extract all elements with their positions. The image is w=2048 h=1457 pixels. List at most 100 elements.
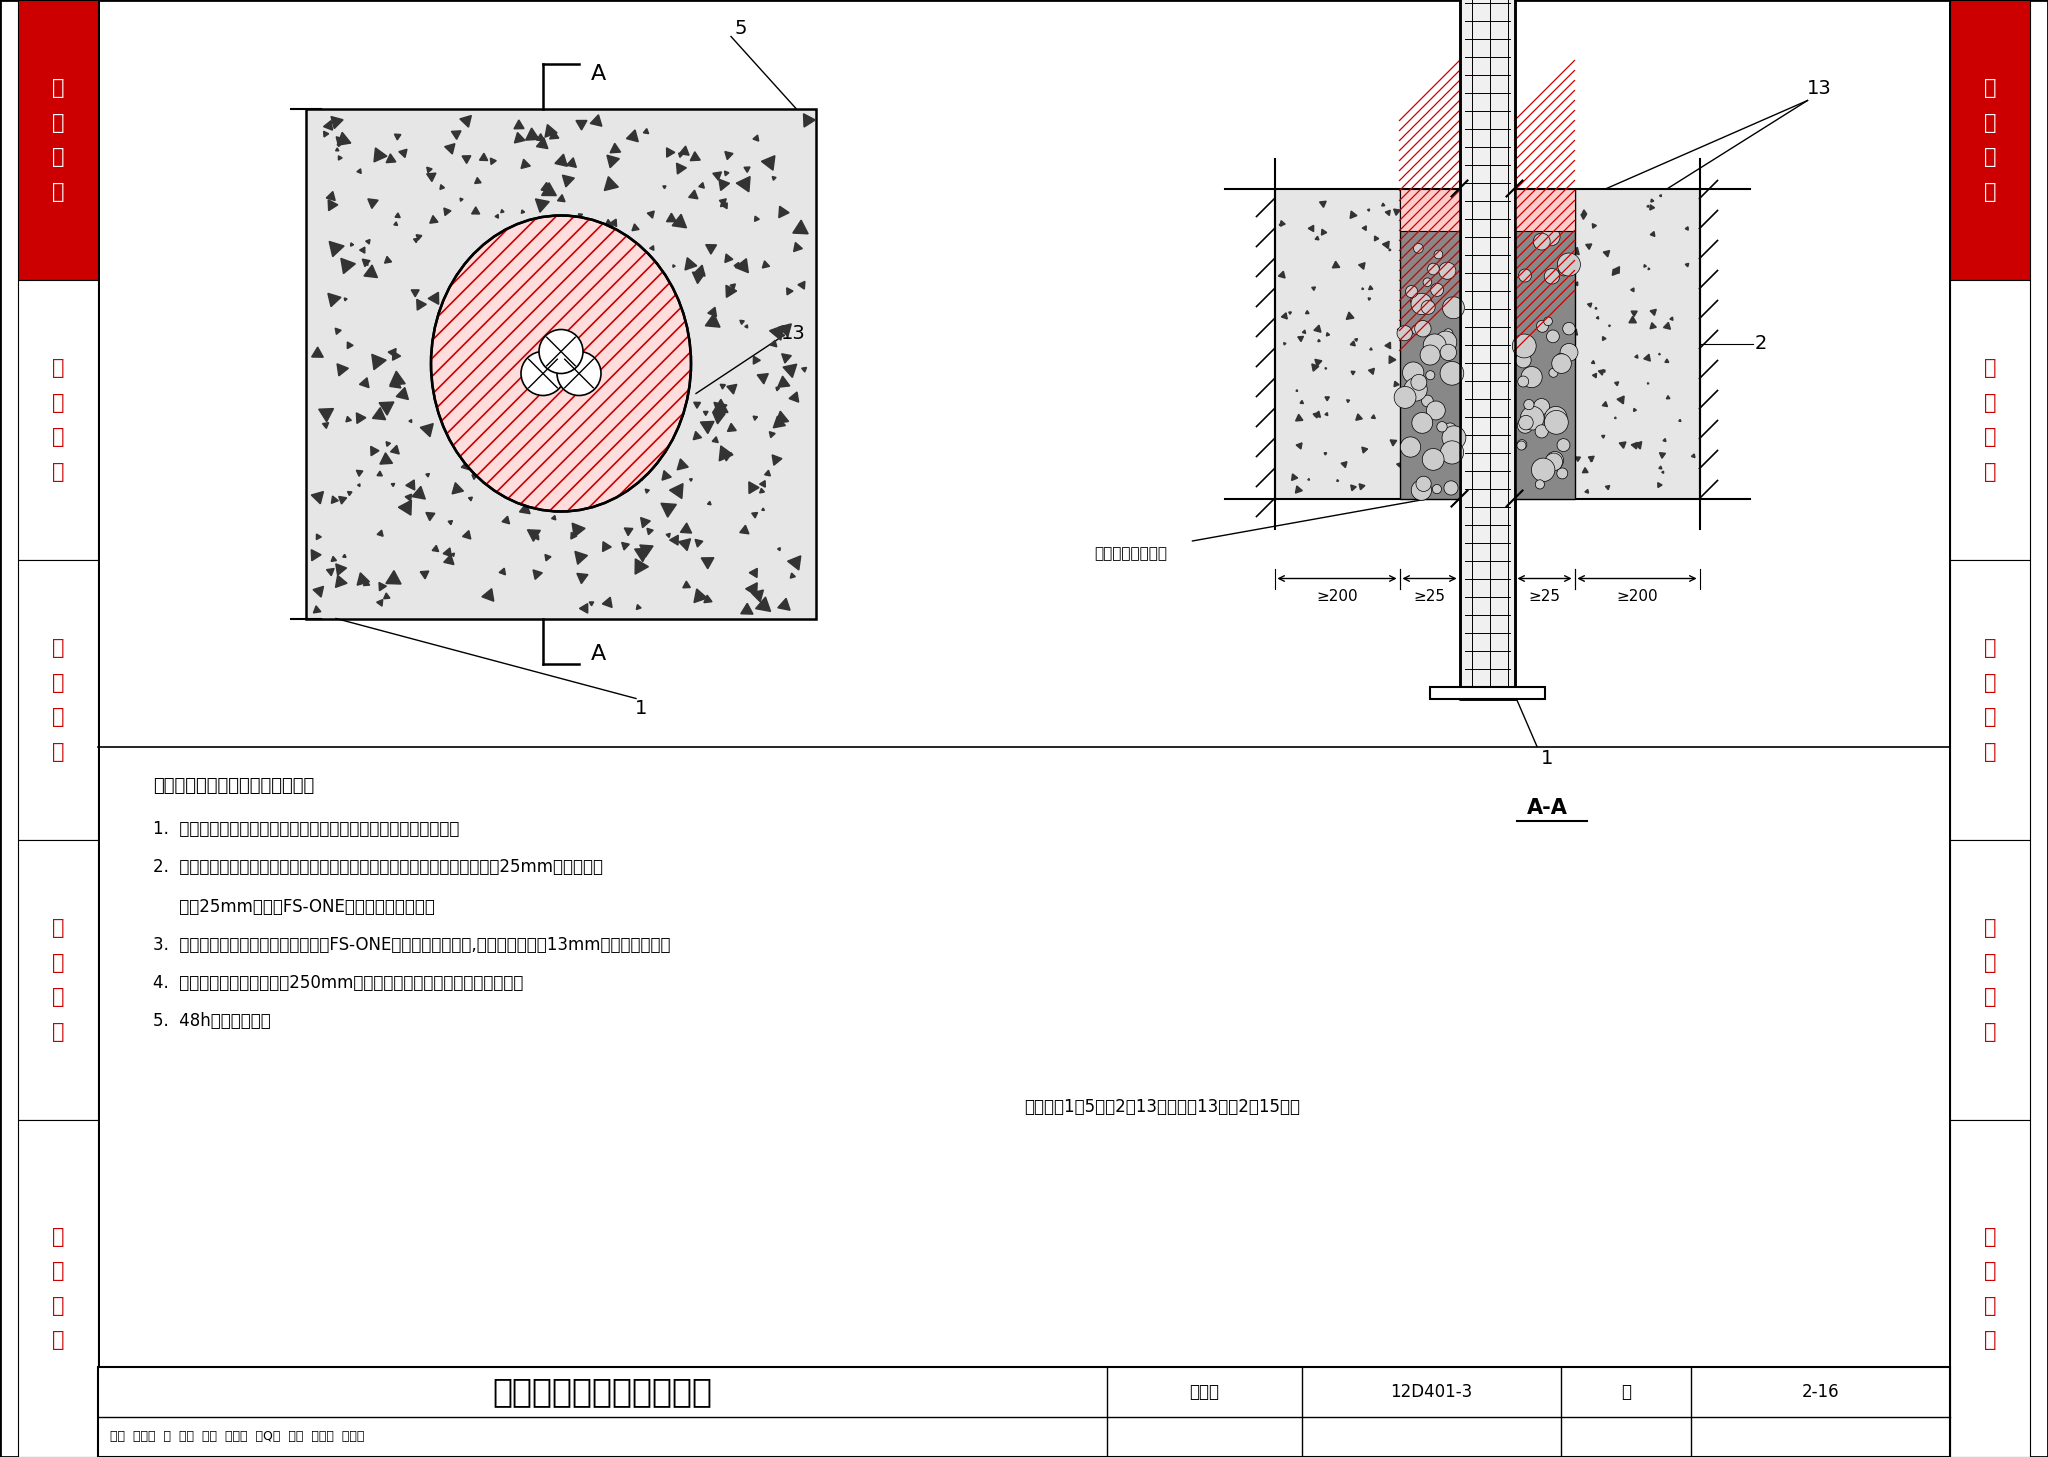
Polygon shape <box>1313 364 1319 372</box>
Polygon shape <box>311 491 324 504</box>
Circle shape <box>1440 441 1464 463</box>
Polygon shape <box>1573 248 1579 255</box>
Polygon shape <box>520 504 530 514</box>
Circle shape <box>1397 325 1413 341</box>
Polygon shape <box>1651 232 1655 236</box>
Polygon shape <box>356 169 360 173</box>
Polygon shape <box>471 475 477 479</box>
Polygon shape <box>1581 214 1587 220</box>
Polygon shape <box>1282 313 1288 319</box>
Polygon shape <box>1657 482 1663 488</box>
Polygon shape <box>332 117 344 128</box>
Polygon shape <box>1538 322 1540 325</box>
Polygon shape <box>371 446 379 456</box>
Circle shape <box>1403 189 1417 204</box>
Polygon shape <box>426 168 432 173</box>
Circle shape <box>1542 227 1561 246</box>
Polygon shape <box>578 214 582 217</box>
Bar <box>1460 0 1516 698</box>
Polygon shape <box>545 555 551 561</box>
Polygon shape <box>358 484 360 487</box>
Polygon shape <box>381 453 393 465</box>
Polygon shape <box>522 210 524 213</box>
Circle shape <box>1534 399 1550 415</box>
Polygon shape <box>1296 487 1303 492</box>
Polygon shape <box>670 535 678 545</box>
Circle shape <box>1434 251 1442 259</box>
Polygon shape <box>1450 379 1456 385</box>
Polygon shape <box>469 497 473 501</box>
Polygon shape <box>322 423 328 428</box>
Polygon shape <box>532 570 543 580</box>
Polygon shape <box>461 198 463 201</box>
Polygon shape <box>1444 455 1446 457</box>
Polygon shape <box>1341 462 1348 468</box>
Polygon shape <box>719 446 733 460</box>
Polygon shape <box>666 533 670 538</box>
Polygon shape <box>700 421 715 434</box>
Polygon shape <box>680 523 692 533</box>
Polygon shape <box>1692 455 1696 457</box>
Polygon shape <box>758 373 768 383</box>
Polygon shape <box>778 332 784 338</box>
Polygon shape <box>395 213 399 217</box>
Polygon shape <box>1368 369 1374 374</box>
Polygon shape <box>338 133 350 146</box>
Polygon shape <box>602 542 610 552</box>
Circle shape <box>1518 211 1530 223</box>
Polygon shape <box>647 529 653 535</box>
Polygon shape <box>727 424 735 431</box>
Polygon shape <box>356 471 362 476</box>
Polygon shape <box>340 258 356 274</box>
Text: 膨胀型防火密封胶封堵操作方法：: 膨胀型防火密封胶封堵操作方法： <box>154 777 313 796</box>
Circle shape <box>1540 201 1561 221</box>
Polygon shape <box>719 198 727 205</box>
Polygon shape <box>481 589 494 602</box>
Circle shape <box>1544 318 1552 326</box>
Polygon shape <box>1415 201 1423 207</box>
Polygon shape <box>719 179 729 191</box>
Polygon shape <box>1606 485 1610 490</box>
Polygon shape <box>416 299 426 310</box>
Polygon shape <box>1651 322 1657 329</box>
Polygon shape <box>1452 278 1456 283</box>
Polygon shape <box>713 172 721 181</box>
Text: 5: 5 <box>735 19 748 38</box>
Polygon shape <box>1585 243 1591 249</box>
Circle shape <box>1405 286 1417 297</box>
Circle shape <box>1425 370 1436 380</box>
Circle shape <box>1442 425 1466 450</box>
Text: 动
力
设
备: 动 力 设 备 <box>51 358 63 482</box>
Circle shape <box>1432 283 1444 296</box>
Polygon shape <box>1327 332 1329 337</box>
Circle shape <box>1440 262 1456 280</box>
Polygon shape <box>1651 205 1655 210</box>
Polygon shape <box>1315 325 1321 332</box>
Polygon shape <box>555 154 567 166</box>
Polygon shape <box>348 491 352 495</box>
Circle shape <box>1520 415 1534 430</box>
Polygon shape <box>387 441 391 446</box>
Polygon shape <box>1546 262 1550 265</box>
Polygon shape <box>1395 382 1399 386</box>
Text: 1: 1 <box>635 699 647 718</box>
Polygon shape <box>580 603 588 613</box>
Polygon shape <box>707 501 711 504</box>
Polygon shape <box>1384 342 1391 348</box>
Circle shape <box>1442 297 1464 319</box>
Bar <box>1516 188 1700 498</box>
Polygon shape <box>430 216 438 223</box>
Text: ≥25: ≥25 <box>1413 589 1446 605</box>
Polygon shape <box>786 288 793 294</box>
Polygon shape <box>541 182 551 191</box>
Polygon shape <box>662 471 672 481</box>
Polygon shape <box>1595 316 1599 319</box>
Polygon shape <box>426 173 436 182</box>
Polygon shape <box>1614 267 1620 274</box>
Polygon shape <box>406 479 416 490</box>
Polygon shape <box>764 471 770 476</box>
Circle shape <box>1518 441 1526 450</box>
Polygon shape <box>756 597 770 612</box>
Circle shape <box>1411 325 1421 335</box>
Polygon shape <box>338 156 342 160</box>
